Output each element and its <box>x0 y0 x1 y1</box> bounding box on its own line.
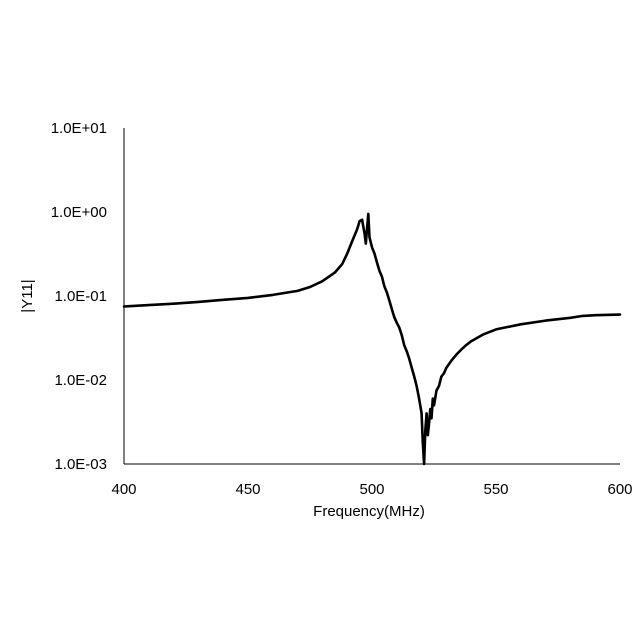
y-tick-label: 1.0E-01 <box>54 288 107 305</box>
series-line <box>124 214 620 464</box>
x-axis-label: Frequency(MHz) <box>313 503 425 520</box>
y-tick-label: 1.0E+01 <box>51 120 107 137</box>
y-tick-label: 1.0E+00 <box>51 204 107 221</box>
y-tick-label: 1.0E-02 <box>54 372 107 389</box>
x-tick-label: 600 <box>607 481 632 498</box>
x-tick-label: 400 <box>111 481 136 498</box>
x-tick-label: 500 <box>359 481 384 498</box>
x-tick-labels: 400 450 500 550 600 <box>111 481 632 498</box>
y-tick-labels: 1.0E-03 1.0E-02 1.0E-01 1.0E+00 1.0E+01 <box>51 120 107 473</box>
x-tick-label: 550 <box>483 481 508 498</box>
y-tick-label: 1.0E-03 <box>54 456 107 473</box>
series-group <box>124 214 620 464</box>
x-tick-label: 450 <box>235 481 260 498</box>
axes <box>124 128 620 464</box>
y-axis-label: |Y11| <box>19 279 36 312</box>
